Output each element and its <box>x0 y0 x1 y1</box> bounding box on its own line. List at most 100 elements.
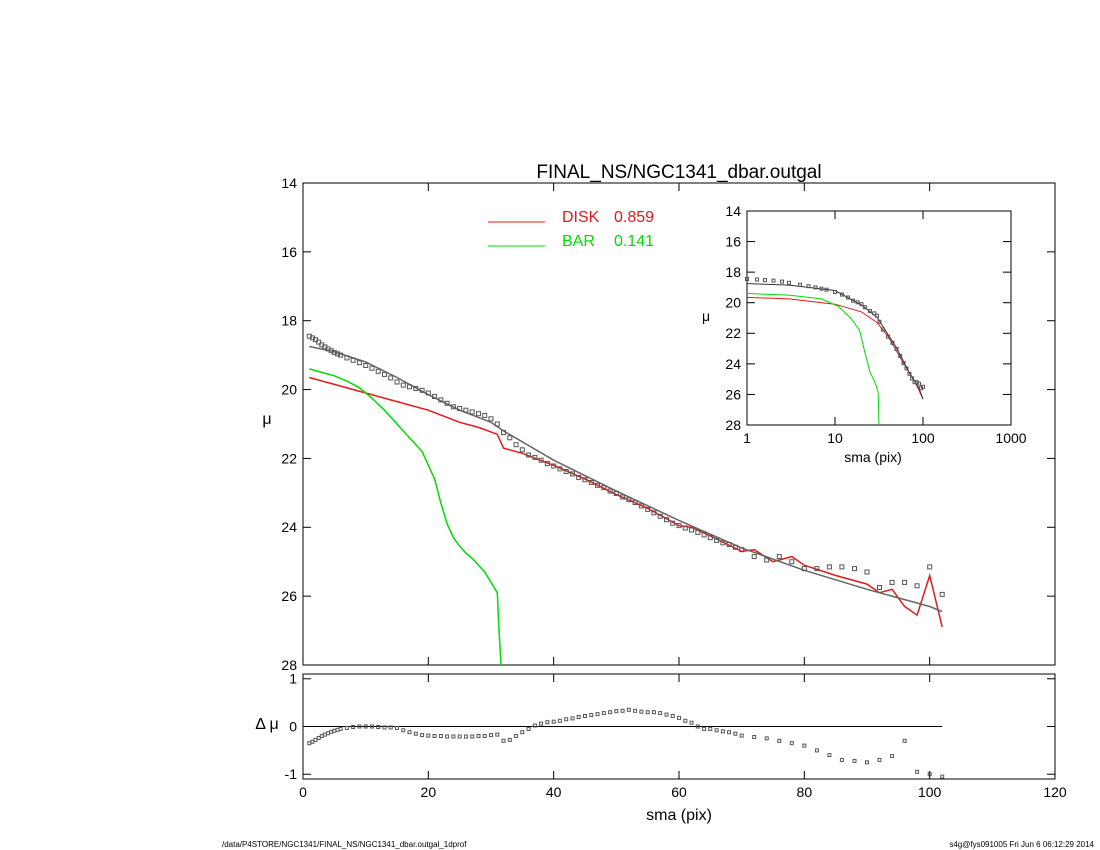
data-point <box>589 713 594 717</box>
data-point <box>369 724 374 729</box>
data-point <box>514 734 519 738</box>
data-point <box>819 286 824 291</box>
data-point <box>726 542 732 547</box>
data-point <box>676 523 682 529</box>
data-point <box>689 720 694 725</box>
data-point <box>701 532 707 538</box>
x-axis-label: sma (pix) <box>646 807 712 824</box>
data-point <box>376 725 381 729</box>
data-point <box>657 513 663 519</box>
data-point <box>912 380 917 385</box>
data-point <box>476 411 481 417</box>
series-line-bar <box>746 293 880 426</box>
x-tick-label: 80 <box>797 784 813 800</box>
data-point <box>401 728 406 733</box>
data-point <box>601 485 607 491</box>
data-point <box>488 416 494 422</box>
data-point <box>520 730 525 735</box>
data-point <box>890 340 895 345</box>
data-point <box>801 566 807 572</box>
data-point <box>632 500 638 505</box>
x-tick-label: 120 <box>1043 784 1067 800</box>
data-point <box>310 739 315 744</box>
data-point <box>595 712 600 717</box>
data-point <box>789 559 795 565</box>
data-point <box>626 707 631 712</box>
data-point <box>582 477 588 483</box>
data-point <box>901 361 906 366</box>
data-point <box>739 547 745 553</box>
data-point <box>872 311 877 316</box>
data-point <box>332 728 337 733</box>
x-tick-label: 60 <box>671 784 687 800</box>
y-tick-label: 14 <box>281 175 297 191</box>
data-point <box>917 381 921 386</box>
series-line-bar <box>309 368 502 666</box>
data-point <box>356 360 362 366</box>
data-point <box>329 729 334 734</box>
y-tick-label: 16 <box>281 244 297 260</box>
data-point <box>865 760 869 765</box>
legend-bar-label: BAR <box>562 233 595 250</box>
data-point <box>316 339 322 345</box>
data-point <box>813 285 818 290</box>
data-point <box>316 736 321 740</box>
data-point <box>927 564 933 570</box>
data-point <box>755 277 759 282</box>
data-point <box>322 732 327 737</box>
x-tick-label: 20 <box>421 784 437 800</box>
x-tick-label: 1000 <box>995 430 1026 446</box>
data-point <box>482 412 488 418</box>
data-point <box>771 278 776 283</box>
data-point <box>613 491 619 496</box>
data-point <box>894 346 899 351</box>
data-point <box>438 734 443 738</box>
inset-y-label: μ <box>702 308 710 324</box>
data-point <box>695 724 700 729</box>
data-point <box>670 714 675 718</box>
data-point <box>639 709 644 714</box>
data-point <box>357 724 362 729</box>
data-point <box>859 302 864 307</box>
legend-bar-value: 0.141 <box>614 233 654 250</box>
y-tick-label: -1 <box>285 766 298 782</box>
data-point <box>335 351 340 357</box>
residual-panel: Δ μ sma (pix) 0 20 40 60 80 100 120-101 <box>255 671 1067 824</box>
data-point <box>463 734 468 739</box>
y-tick-label: 20 <box>725 295 741 311</box>
legend-disk-value: 0.859 <box>614 209 654 226</box>
data-point <box>413 386 419 391</box>
data-point <box>532 454 538 460</box>
data-point <box>826 564 832 570</box>
data-point <box>338 726 343 731</box>
data-point <box>607 488 613 494</box>
data-point <box>451 734 456 739</box>
data-point <box>482 734 487 738</box>
data-point <box>626 497 632 503</box>
data-point <box>732 544 738 550</box>
data-point <box>833 290 837 294</box>
data-point <box>683 718 688 723</box>
x-tick-label: 40 <box>546 784 562 800</box>
data-point <box>702 726 707 731</box>
y-tick-label: 14 <box>725 203 741 219</box>
residual-y-label: Δ μ <box>255 716 278 733</box>
data-point <box>583 714 587 718</box>
y-tick-label: 22 <box>725 325 741 341</box>
data-point <box>557 466 563 472</box>
legend-disk-label: DISK <box>562 209 600 226</box>
residual-axis-ticks: 0 20 40 60 80 100 120-101 <box>285 671 1067 800</box>
data-point <box>419 387 425 393</box>
data-point <box>839 564 845 570</box>
data-point <box>445 734 450 739</box>
data-point <box>777 738 782 743</box>
series-line-model-total <box>309 345 943 613</box>
data-point <box>664 712 669 717</box>
data-point <box>645 710 650 715</box>
data-point <box>877 757 882 762</box>
data-point <box>927 772 932 777</box>
x-tick-label: 1 <box>743 430 751 446</box>
data-point <box>576 474 582 480</box>
y-tick-label: 24 <box>281 519 297 535</box>
data-point <box>432 394 438 399</box>
